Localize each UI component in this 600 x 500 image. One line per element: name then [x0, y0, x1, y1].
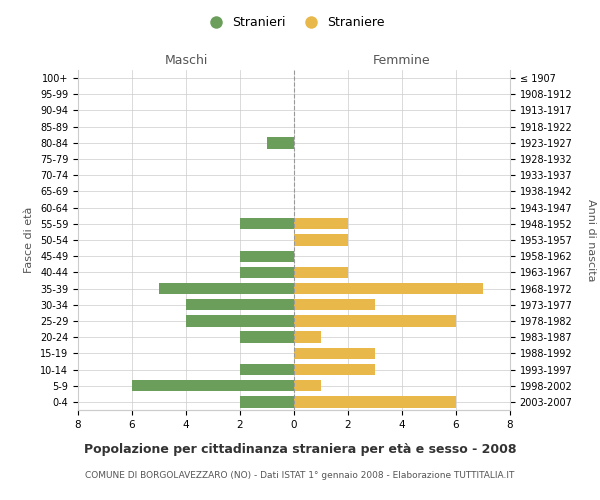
Bar [240, 250, 294, 262]
Bar [294, 234, 348, 246]
Y-axis label: Anni di nascita: Anni di nascita [586, 198, 596, 281]
Bar [159, 283, 294, 294]
Bar [267, 137, 294, 148]
Bar [294, 332, 321, 343]
Bar [240, 218, 294, 230]
Bar [132, 380, 294, 392]
Legend: Stranieri, Straniere: Stranieri, Straniere [199, 11, 389, 34]
Bar [294, 218, 348, 230]
Bar [294, 380, 321, 392]
Text: Popolazione per cittadinanza straniera per età e sesso - 2008: Popolazione per cittadinanza straniera p… [84, 444, 516, 456]
Y-axis label: Fasce di età: Fasce di età [25, 207, 34, 273]
Bar [186, 316, 294, 326]
Bar [294, 316, 456, 326]
Text: Maschi: Maschi [164, 54, 208, 67]
Bar [294, 396, 456, 407]
Bar [240, 396, 294, 407]
Bar [240, 364, 294, 375]
Bar [294, 266, 348, 278]
Bar [240, 266, 294, 278]
Text: Femmine: Femmine [373, 54, 431, 67]
Bar [294, 348, 375, 359]
Bar [186, 299, 294, 310]
Bar [240, 332, 294, 343]
Bar [294, 283, 483, 294]
Text: COMUNE DI BORGOLAVEZZARO (NO) - Dati ISTAT 1° gennaio 2008 - Elaborazione TUTTIT: COMUNE DI BORGOLAVEZZARO (NO) - Dati IST… [85, 470, 515, 480]
Bar [294, 299, 375, 310]
Bar [294, 364, 375, 375]
